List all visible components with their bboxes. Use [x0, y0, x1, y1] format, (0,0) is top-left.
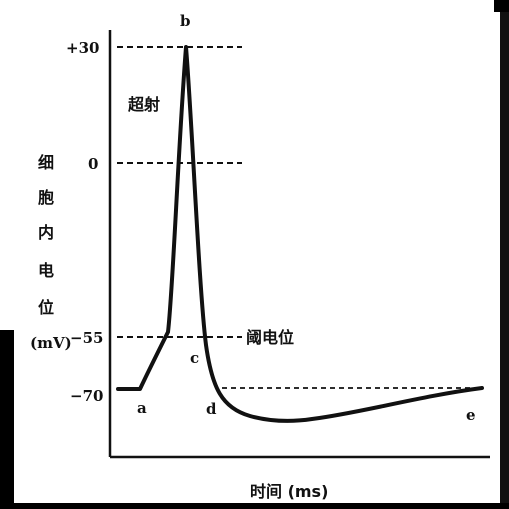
- tick-label-minus55: −55: [70, 329, 103, 347]
- y-label-char-5: 位: [38, 298, 54, 317]
- tick-label-minus70: −70: [70, 387, 103, 405]
- overshoot-label: 超射: [127, 95, 160, 114]
- y-label-char-4: 电: [38, 261, 54, 280]
- left-edge-bar: [0, 330, 14, 509]
- point-label-a: a: [137, 399, 147, 417]
- action-potential-curve: [116, 45, 484, 423]
- top-right-edge-bar: [494, 0, 509, 12]
- y-label-char-1: 细: [38, 153, 54, 172]
- y-unit-label: (mV): [30, 334, 72, 352]
- y-label-char-3: 内: [38, 223, 54, 242]
- right-edge-bar: [500, 12, 509, 509]
- bottom-edge-bar: [0, 503, 509, 509]
- x-axis-label: 时间 (ms): [250, 482, 328, 501]
- point-label-b: b: [180, 12, 191, 30]
- point-label-e: e: [466, 406, 476, 424]
- point-label-d: d: [206, 400, 217, 418]
- point-label-c: c: [190, 349, 199, 367]
- tick-label-plus30: +30: [66, 39, 99, 57]
- y-label-char-2: 胞: [37, 188, 54, 207]
- threshold-label: 阈电位: [246, 328, 294, 347]
- tick-label-zero: 0: [88, 155, 98, 173]
